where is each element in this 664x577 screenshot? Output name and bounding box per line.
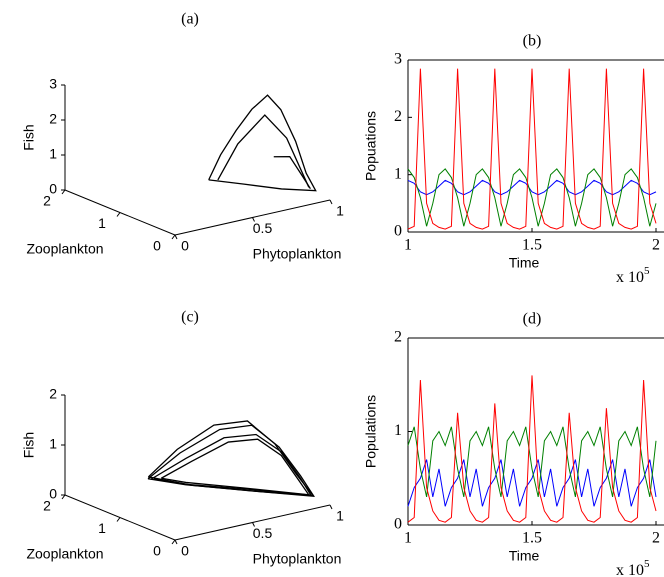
x-tick-label: 0 [181,238,189,254]
y-tick-label: 0 [394,223,402,240]
y-tick [116,212,121,217]
x-tick-label: 1 [404,530,412,547]
y-tick-label: 2 [394,108,402,125]
x-tick-label: 0.5 [253,525,273,541]
y-tick-label: 1 [98,520,106,536]
x-tick-label: 0 [181,543,189,559]
y-tick-label: 3 [394,51,402,68]
trajectory [160,438,311,496]
trajectory [150,433,313,496]
z-tick-label: 3 [49,76,57,92]
x-tick [252,522,255,527]
x-axis-label: Time [509,548,540,564]
y-tick-label: 2 [394,329,402,346]
x-axis-label: Time [509,255,540,271]
panel-title: (d) [523,311,542,328]
trajectory [147,420,315,498]
panel-title: (b) [523,33,542,50]
x-multiplier-base: x 10 [616,562,644,577]
x-tick-label: 1 [404,237,412,254]
y-axis-label: Zooplankton [26,546,103,562]
y-tick [61,189,66,195]
x-multiplier-exponent: 5 [644,265,650,277]
z-tick-label: 2 [49,111,57,127]
z-tick-label: 0 [49,486,57,502]
y-axis-label: Populations [363,395,379,468]
x-tick-label: 1.5 [522,237,542,254]
x-tick [329,199,333,205]
y-tick [171,234,176,240]
y-tick-label: 1 [394,422,402,439]
x-multiplier-base: x 10 [616,269,644,286]
y-axis-label: Zooplankton [26,241,103,257]
series-line [407,426,657,498]
series-line [407,168,657,227]
z-tick-label: 2 [49,386,57,402]
x-axis-label: Phytoplankton [253,551,342,567]
y-tick-label: 1 [394,165,402,182]
x-tick-label: 2 [652,530,660,547]
z-axis-label: Fish [21,124,37,150]
x-tick-label: 0.5 [253,220,273,236]
x-tick-label: 1 [336,508,344,524]
trajectory [208,94,317,192]
series-line [407,459,657,507]
x-tick [174,234,178,240]
y-tick [61,494,66,500]
panel-title: (c) [181,309,199,326]
y-tick [116,517,121,522]
z-tick-label: 1 [49,436,57,452]
z-tick-label: 0 [49,181,57,197]
x-tick-label: 2 [652,237,660,254]
x-tick [329,504,333,510]
x-tick-label: 1 [336,203,344,219]
x-tick [174,539,178,545]
trajectory [147,424,315,497]
trajectory [273,155,311,190]
x-tick-label: 1.5 [522,530,542,547]
panel-title: (a) [181,11,199,28]
y-axis-label: Popuations [363,111,379,181]
x-multiplier: x 105 [616,558,650,577]
y-tick-label: 0 [153,543,161,559]
z-tick-label: 1 [49,146,57,162]
x-multiplier: x 105 [616,265,650,286]
y-tick-label: 2 [43,498,51,514]
trajectory [217,114,310,188]
x-axis-label: Phytoplankton [253,246,342,262]
z-axis-label: Fish [21,432,37,458]
x-tick [252,217,255,222]
series-line [407,375,657,523]
y-tick-label: 0 [394,516,402,533]
series-line [407,68,657,230]
y-tick-label: 0 [153,238,161,254]
x-multiplier-exponent: 5 [644,558,650,570]
series-line [407,179,657,196]
y-tick-label: 2 [43,193,51,209]
y-tick-label: 1 [98,215,106,231]
y-tick [171,539,176,545]
